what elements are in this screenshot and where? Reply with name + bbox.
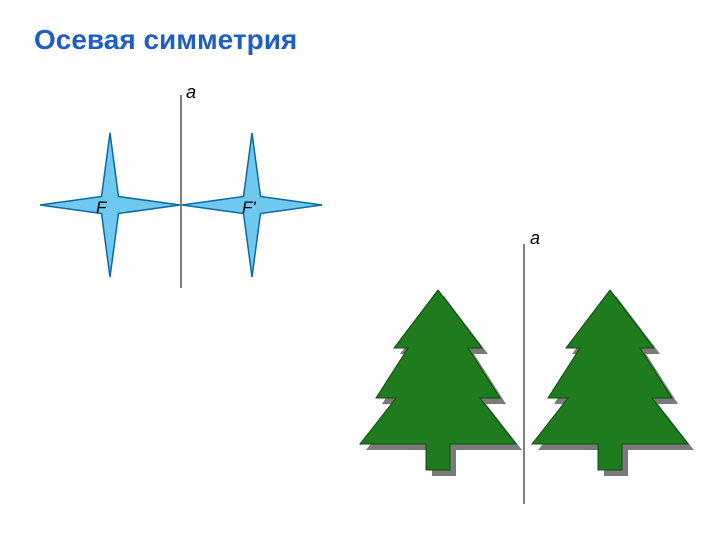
tree-right xyxy=(532,290,688,470)
axis-label-2: a xyxy=(530,228,540,249)
page-title: Осевая симметрия xyxy=(34,24,297,56)
star-label-Fprime: F' xyxy=(242,198,256,218)
axis-label-1: a xyxy=(186,82,196,103)
diagram-canvas xyxy=(0,0,720,540)
tree-left xyxy=(360,290,516,470)
star-left xyxy=(40,133,180,277)
star-label-F: F xyxy=(96,198,106,218)
